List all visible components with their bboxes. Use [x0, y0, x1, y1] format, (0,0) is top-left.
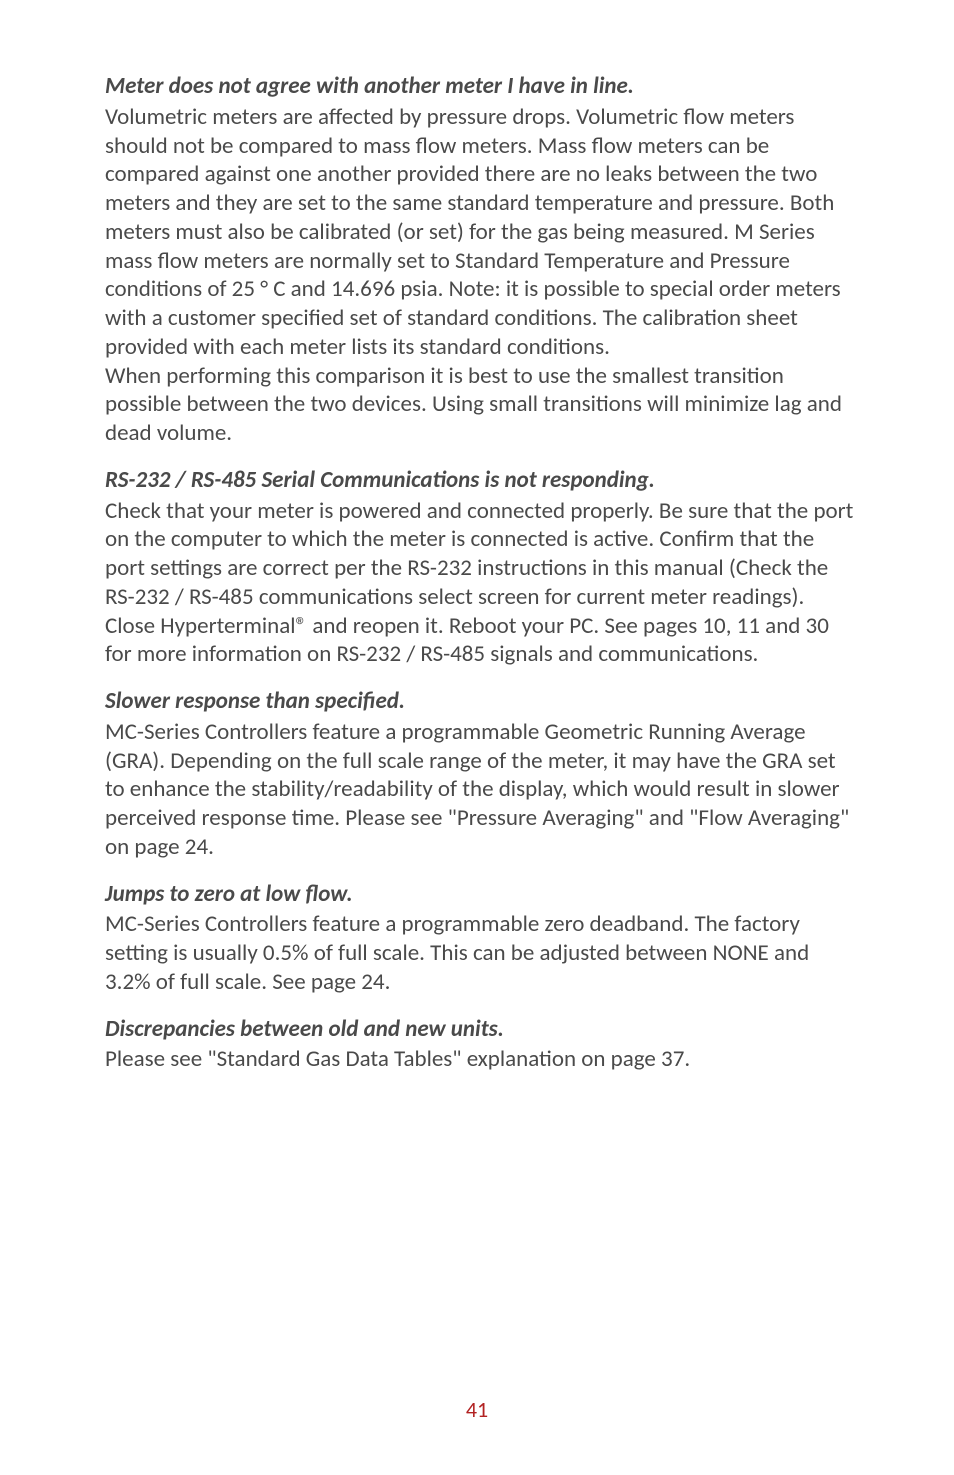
section-title: RS-232 / RS-485 Serial Communications is… — [105, 466, 854, 495]
section-title: Slower response than specified. — [105, 687, 854, 716]
section-title: Jumps to zero at low flow. — [105, 880, 854, 909]
body-paragraph: When performing this comparison it is be… — [105, 362, 854, 448]
body-paragraph: MC-Series Controllers feature a programm… — [105, 910, 854, 996]
section-title: Discrepancies between old and new units. — [105, 1015, 854, 1044]
page: Meter does not agree with another meter … — [0, 0, 954, 1475]
body-paragraph: Please see "Standard Gas Data Tables" ex… — [105, 1045, 854, 1074]
body-paragraph: Volumetric meters are affected by pressu… — [105, 103, 854, 362]
page-number: 41 — [0, 1396, 954, 1423]
section-title: Meter does not agree with another meter … — [105, 72, 854, 101]
body-paragraph: MC-Series Controllers feature a programm… — [105, 718, 854, 862]
body-paragraph: Check that your meter is powered and con… — [105, 497, 854, 670]
